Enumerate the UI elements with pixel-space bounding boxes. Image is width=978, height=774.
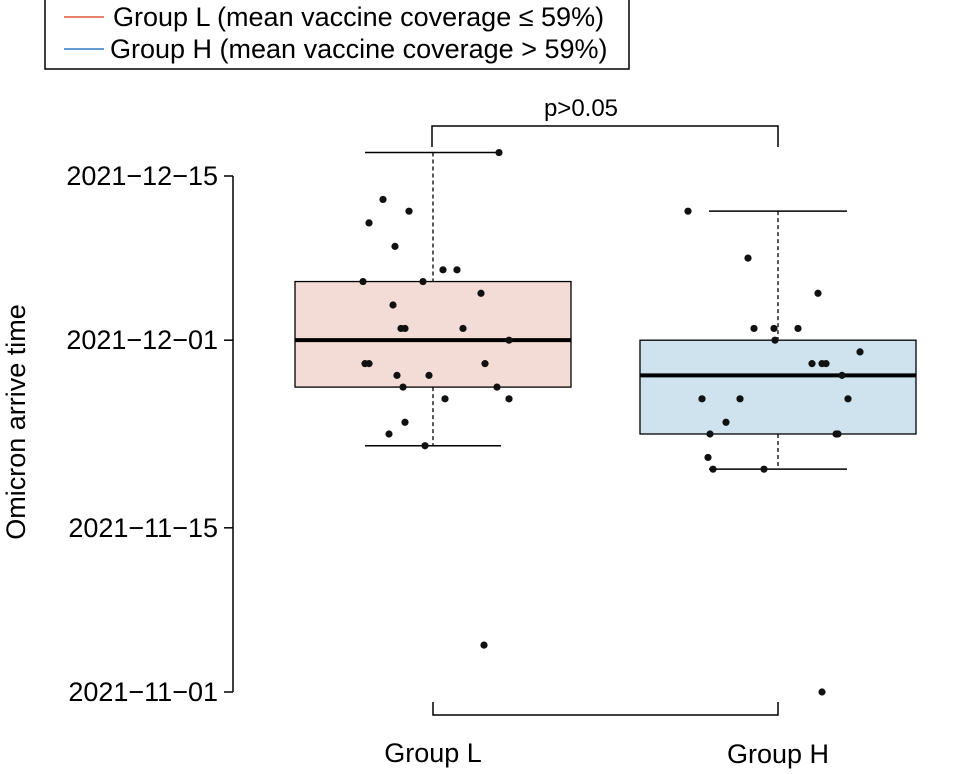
category-label-group-h: Group H (727, 739, 829, 769)
data-point-group-l (365, 360, 373, 368)
data-point-group-l (441, 395, 449, 403)
data-point-group-l (480, 641, 488, 649)
data-point-group-l (405, 207, 413, 215)
data-point-group-h (698, 395, 706, 403)
data-point-group-l (493, 383, 501, 391)
data-point-group-h (704, 453, 712, 462)
data-point-group-l (399, 383, 407, 391)
y-tick-label: 2021−11−01 (68, 677, 218, 707)
data-point-group-l (385, 430, 393, 438)
box-group-l (294, 280, 572, 388)
data-point-group-l (481, 360, 489, 368)
data-point-group-h (814, 289, 822, 297)
boxes (294, 151, 917, 470)
y-tick-label: 2021−12−01 (66, 325, 218, 355)
data-point-group-l (359, 277, 367, 286)
data-point-group-l (505, 336, 513, 344)
data-point-group-l (393, 371, 401, 379)
data-point-group-h (818, 688, 826, 696)
y-ticks: 2021−11−01 2021−11−15 2021−12−01 2021−12−15 (66, 161, 233, 707)
data-point-group-l (477, 289, 485, 297)
significance-bracket: p>0.05 (431, 95, 779, 147)
data-point-group-h (822, 360, 830, 368)
y-tick-label: 2021−11−15 (68, 513, 218, 543)
box-group-h (639, 339, 917, 435)
data-point-group-h (706, 430, 714, 438)
data-point-group-h (844, 395, 852, 403)
y-tick-label: 2021−12−15 (66, 161, 218, 191)
data-points (359, 148, 864, 696)
data-point-group-l (379, 195, 387, 204)
legend-label-group-l: Group L (mean vaccine coverage ≤ 59%) (113, 2, 604, 32)
data-point-group-l (391, 242, 399, 250)
data-point-group-l (453, 266, 461, 274)
data-point-group-h (834, 430, 842, 438)
data-point-group-l (419, 277, 427, 286)
data-point-group-h (808, 360, 816, 368)
data-point-group-h (736, 395, 744, 403)
data-point-group-l (439, 266, 447, 274)
data-point-group-h (760, 465, 768, 473)
data-point-group-h (684, 207, 692, 215)
data-point-group-h (771, 336, 779, 344)
legend: Group L (mean vaccine coverage ≤ 59%) Gr… (44, 0, 630, 70)
data-point-group-h (709, 465, 717, 473)
data-point-group-l (365, 219, 373, 227)
p-value-label: p>0.05 (544, 95, 618, 122)
data-point-group-l (421, 442, 429, 450)
data-point-group-h (722, 418, 730, 426)
legend-frame (44, 0, 630, 70)
data-point-group-l (389, 301, 397, 309)
data-point-group-l (401, 418, 409, 426)
data-point-group-l (459, 324, 467, 333)
y-axis-title: Omicron arrive time (1, 304, 31, 540)
data-point-group-l (401, 324, 409, 333)
data-point-group-h (838, 371, 846, 379)
legend-label-group-h: Group H (mean vaccine coverage > 59%) (110, 34, 608, 64)
data-point-group-h (794, 324, 802, 333)
bottom-bracket (432, 702, 779, 716)
data-point-group-l (425, 371, 433, 379)
category-label-group-l: Group L (384, 738, 482, 768)
top-bracket (431, 125, 779, 147)
data-point-group-l (495, 148, 503, 157)
data-point-group-l (505, 395, 513, 403)
data-point-group-h (744, 254, 752, 262)
data-point-group-h (770, 324, 778, 333)
data-point-group-h (856, 348, 864, 356)
data-point-group-h (750, 324, 758, 333)
